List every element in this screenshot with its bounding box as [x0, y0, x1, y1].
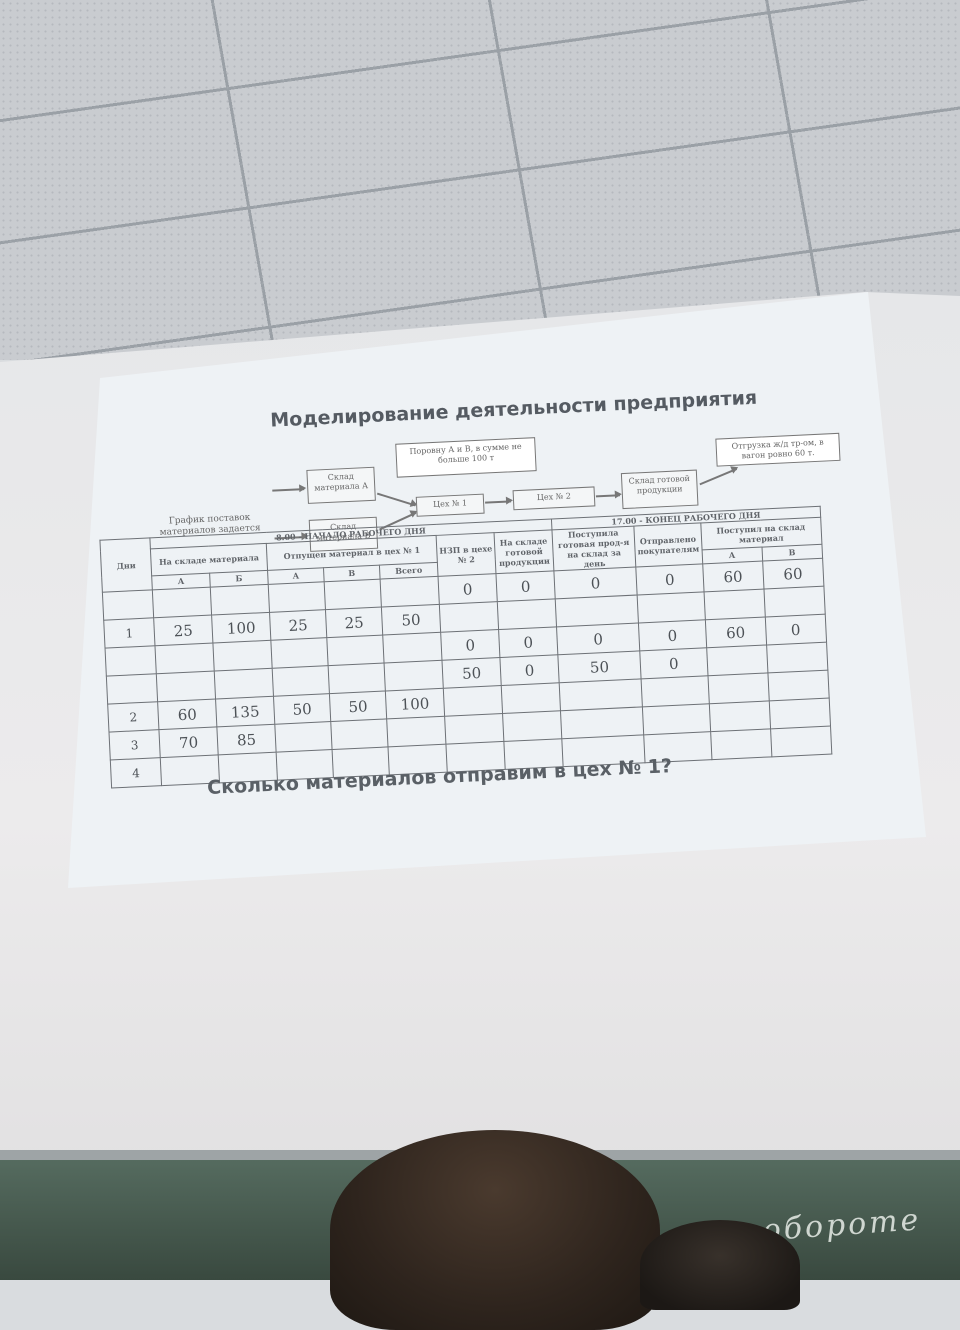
- table-cell-shipped: [642, 703, 711, 735]
- table-cell-rel-b: 25: [325, 607, 383, 638]
- warehouse-a-box: Склад материала А: [306, 466, 376, 504]
- table-cell-received: 0: [556, 622, 640, 655]
- table-cell-day: 4: [110, 757, 162, 788]
- table-cell-finished: 0: [495, 570, 556, 602]
- table-cell-stock-a: [154, 643, 215, 674]
- table-cell-in-a: [706, 644, 768, 676]
- col-shipped-header: Отправлено покупателям: [633, 522, 703, 568]
- table-cell-finished: 0: [498, 626, 558, 658]
- col-days-header: Дни: [99, 537, 153, 593]
- table-cell-shipped: [641, 675, 709, 707]
- arrow-to-warehouse-a: [272, 488, 305, 492]
- slide-title: Моделирование деятельности предприятия: [269, 386, 758, 432]
- table-cell-stock-a: [152, 587, 212, 618]
- callout-ab: Поровну А и В, в сумме не больше 100 т: [395, 437, 537, 478]
- table-cell-received: [560, 706, 644, 739]
- shop2-box: Цех № 2: [512, 486, 596, 511]
- table-cell-rel-total: [386, 716, 446, 747]
- table-cell-rel-total: 100: [385, 688, 445, 719]
- table-cell-rel-a: [268, 581, 326, 613]
- table-cell-rel-a: [274, 721, 333, 753]
- production-table: Дни 8.00 - НАЧАЛО РАБОЧЕГО ДНЯ 17.00 - К…: [99, 506, 832, 789]
- table-cell-stock-a: [156, 671, 216, 702]
- table-cell-rel-a: [272, 665, 330, 697]
- table-cell-in-a: [708, 700, 771, 732]
- table-cell-in-a: 60: [702, 561, 764, 592]
- table-cell-stock-b: [214, 668, 274, 699]
- table-cell-rel-b: [324, 579, 382, 610]
- table-cell-day: [105, 645, 157, 677]
- arrow-a-to-shop1: [377, 492, 416, 506]
- table-cell-in-b: [766, 642, 828, 673]
- col-finished-header: На складе готовой продукции: [494, 529, 554, 574]
- table-cell-stock-b: [212, 640, 273, 672]
- table-cell-wip: [439, 601, 499, 633]
- table-cell-stock-a: 70: [158, 726, 219, 758]
- table-cell-rel-total: [382, 632, 442, 664]
- table-cell-stock-a: 60: [157, 698, 217, 730]
- col-received-products-header: Поступила готовая прод-я на склад за ден…: [551, 526, 636, 571]
- table-cell-wip: 0: [438, 573, 498, 605]
- table-cell-shipped: 0: [635, 563, 704, 596]
- table-cell-received: 0: [553, 567, 638, 599]
- table-cell-rel-b: 50: [329, 690, 387, 722]
- table-cell-rel-a: 50: [273, 693, 331, 725]
- table-cell-day: 2: [107, 701, 159, 733]
- table-cell-wip: 0: [440, 629, 500, 661]
- table-cell-day: [102, 589, 154, 621]
- table-cell-finished: 0: [499, 654, 560, 686]
- table-cell-stock-b: 135: [215, 696, 275, 727]
- callout-shipment: Отгрузка ж/д тр-ом, в вагон ровно 60 т.: [715, 432, 841, 467]
- projected-slide: [68, 292, 926, 888]
- table-cell-in-b: 60: [762, 558, 824, 590]
- table-cell-stock-b: 85: [216, 724, 277, 755]
- table-cell-rel-b: [326, 635, 385, 666]
- table-cell-in-b: [763, 586, 825, 618]
- table-cell-rel-a: [270, 637, 329, 669]
- table-cell-day: [106, 673, 158, 705]
- table-cell-shipped: 0: [639, 647, 708, 679]
- table-cell-in-b: 0: [764, 614, 827, 645]
- table-cell-rel-a: 25: [269, 609, 327, 641]
- table-cell-received: 50: [557, 650, 642, 683]
- table-cell-shipped: 0: [638, 619, 707, 651]
- table-cell-in-a: [703, 589, 765, 620]
- table-cell-in-a: 60: [705, 617, 767, 648]
- table-cell-rel-total: [384, 660, 444, 691]
- table-cell-received: [555, 595, 639, 627]
- table-cell-rel-b: [328, 663, 386, 694]
- table-cell-finished: [502, 710, 562, 742]
- arrow-to-shipment: [699, 468, 737, 485]
- arrow-shop1-to-shop2: [485, 500, 512, 504]
- table-cell-day: 3: [108, 729, 161, 761]
- table-cell-finished: [501, 682, 561, 714]
- table-cell-rel-total: [380, 576, 440, 608]
- ceiling: [0, 0, 960, 360]
- table-cell-stock-b: [210, 584, 270, 616]
- table-cell-rel-b: [330, 718, 388, 750]
- table-cell-stock-b: 100: [211, 612, 271, 644]
- shop1-box: Цех № 1: [415, 493, 485, 517]
- col-wip-header: НЗП в цехе № 2: [436, 532, 496, 577]
- table-cell-received: [559, 678, 643, 711]
- table-cell-in-a: [707, 672, 769, 704]
- table-cell-wip: [444, 713, 504, 745]
- table-cell-finished: [497, 598, 557, 630]
- table-cell-wip: [443, 685, 503, 717]
- table-cell-day: 1: [103, 617, 155, 649]
- table-cell-shipped: [637, 591, 706, 623]
- arrow-shop2-to-finished: [595, 494, 620, 497]
- audience-head: [330, 1130, 660, 1330]
- table-cell-in-b: [767, 670, 829, 701]
- table-cell-in-b: [768, 698, 831, 729]
- slide-content: Моделирование деятельности предприятия Г…: [90, 301, 943, 850]
- table-cell-wip: 50: [441, 657, 502, 689]
- audience-head-2: [640, 1220, 800, 1310]
- finished-warehouse-box: Склад готовой продукции: [620, 469, 699, 510]
- table-cell-stock-a: 25: [153, 615, 213, 646]
- table-cell-rel-total: 50: [381, 604, 441, 636]
